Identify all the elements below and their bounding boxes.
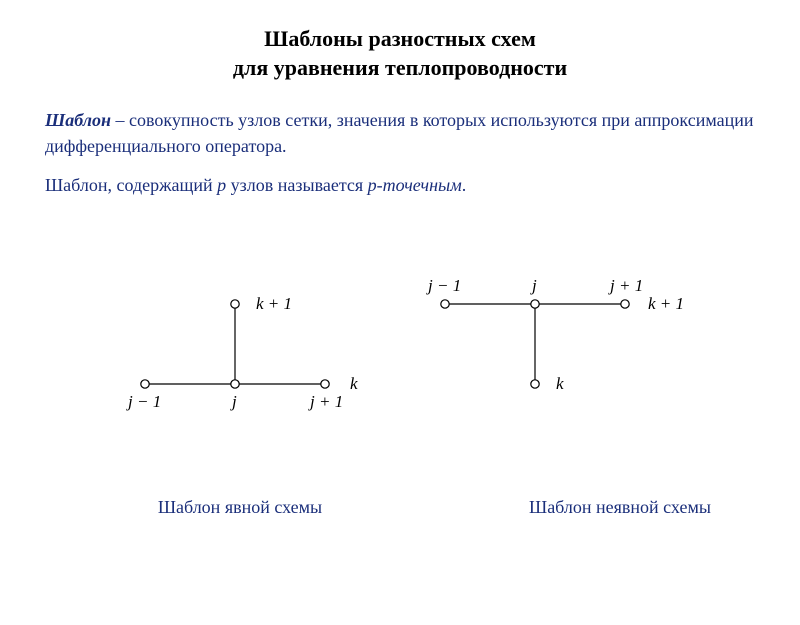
def2-prefix: Шаблон, содержащий: [45, 175, 217, 195]
svg-text:j − 1: j − 1: [126, 392, 161, 411]
def2-mid: узлов называется: [226, 175, 368, 195]
captions-row: Шаблон явной схемы Шаблон неявной схемы: [0, 497, 800, 518]
svg-text:k + 1: k + 1: [648, 294, 684, 313]
def2-var: p: [217, 175, 226, 195]
svg-text:j: j: [230, 392, 237, 411]
svg-text:k: k: [556, 374, 564, 393]
stencil-diagrams: j − 1 j j + 1 k + 1 k j − 1 j j + 1 k k + 1: [0, 229, 800, 439]
svg-text:k + 1: k + 1: [256, 294, 292, 313]
def2-suffix: .: [462, 175, 467, 195]
definition-term: Шаблон: [45, 110, 111, 130]
definition-rest: совокупность узлов сетки, значения в кот…: [45, 110, 754, 156]
diagrams-area: j − 1 j j + 1 k + 1 k j − 1 j j + 1 k k + 1: [0, 229, 800, 489]
definition-paragraph: Шаблон – совокупность узлов сетки, значе…: [45, 107, 755, 159]
title-line2: для уравнения теплопроводности: [233, 55, 567, 80]
svg-text:k: k: [350, 374, 358, 393]
implicit-caption: Шаблон неявной схемы: [440, 497, 800, 518]
definition2-paragraph: Шаблон, содержащий p узлов называется p-…: [45, 173, 755, 198]
def2-pterm: p-точечным: [368, 175, 462, 195]
explicit-caption: Шаблон явной схемы: [0, 497, 440, 518]
title-line1: Шаблоны разностных схем: [264, 26, 536, 51]
page-title: Шаблоны разностных схем для уравнения те…: [0, 25, 800, 82]
svg-text:j + 1: j + 1: [308, 392, 343, 411]
svg-text:j + 1: j + 1: [608, 276, 643, 295]
svg-text:j: j: [530, 276, 537, 295]
svg-text:j − 1: j − 1: [426, 276, 461, 295]
definition-dash: –: [111, 110, 129, 130]
